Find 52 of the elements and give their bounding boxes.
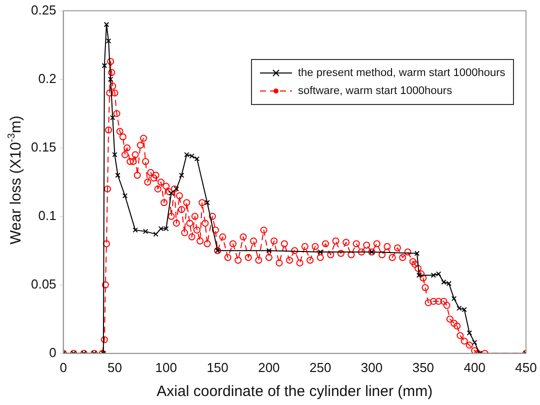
- y-tick-label: 0.2: [38, 70, 56, 86]
- point: [122, 193, 128, 198]
- point: [174, 186, 180, 192]
- x-tick-label: 350: [412, 360, 434, 375]
- point: [153, 232, 158, 237]
- x-tick-label: 50: [107, 360, 122, 375]
- point: [108, 76, 114, 82]
- point: [110, 115, 116, 120]
- x-tick-label: 450: [515, 360, 537, 375]
- point: [430, 272, 436, 278]
- point: [194, 156, 200, 162]
- point: [416, 272, 422, 278]
- point: [164, 226, 169, 232]
- point: [436, 271, 442, 277]
- point: [318, 249, 323, 255]
- point: [451, 296, 457, 302]
- x-tick-label: 200: [258, 360, 280, 375]
- y-tick-label: 0.25: [30, 2, 56, 18]
- point: [184, 152, 190, 158]
- point: [462, 306, 467, 312]
- x-tick-label: 250: [310, 360, 332, 375]
- legend-label: software, warm start 1000hours: [298, 84, 452, 99]
- x-axis-title: Axial coordinate of the cylinder liner (mm): [156, 383, 433, 400]
- point: [132, 227, 138, 233]
- point: [142, 228, 148, 234]
- x-tick-label: 300: [360, 360, 383, 375]
- point: [266, 248, 272, 254]
- point: [456, 306, 462, 311]
- x-tick-label: 150: [206, 360, 228, 375]
- point: [178, 172, 184, 178]
- point: [158, 226, 164, 232]
- y-tick-label: 0.1: [38, 208, 56, 223]
- x-tick-label: 400: [464, 360, 486, 375]
- point: [414, 250, 420, 256]
- point: [441, 280, 446, 285]
- point: [106, 38, 112, 44]
- point: [104, 22, 110, 28]
- point: [466, 330, 472, 336]
- point: [168, 190, 174, 196]
- y-tick-label: 0: [49, 344, 56, 360]
- y-tick-label: 0.05: [30, 276, 56, 292]
- point: [446, 280, 452, 286]
- y-tick-label: 0.15: [30, 139, 56, 154]
- point: [204, 200, 210, 206]
- point: [189, 153, 194, 159]
- x-tick-label: 100: [155, 360, 177, 375]
- point: [472, 340, 478, 346]
- legend-label: the present method, warm start 1000hours: [298, 66, 506, 81]
- x-tick-label: 0: [60, 360, 67, 375]
- point: [115, 172, 120, 178]
- point: [112, 152, 118, 158]
- point: [102, 62, 108, 68]
